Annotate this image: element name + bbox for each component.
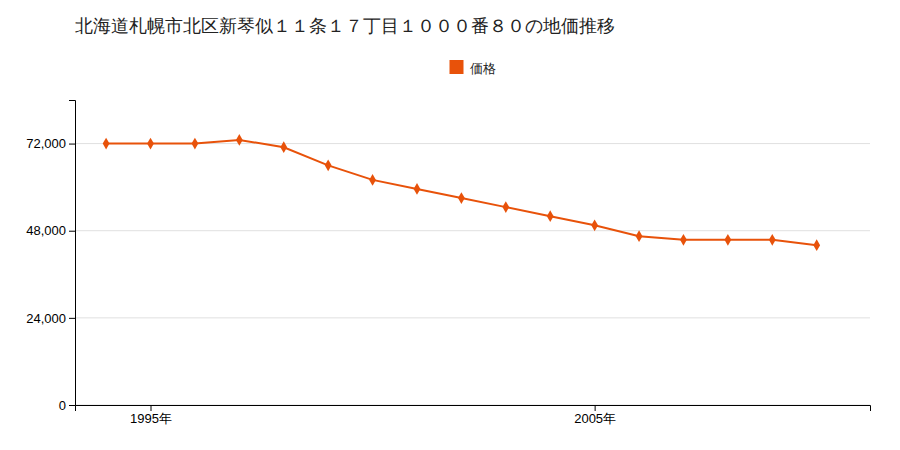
y-tick-mark — [69, 231, 75, 232]
plot-area: 1995年 2005年 0 24,000 48,000 72,000 — [26, 101, 870, 427]
marker — [458, 192, 465, 204]
chart: 1995年 2005年 0 24,000 48,000 72,000 北海道札幌市北区新琴似… — [0, 0, 900, 450]
legend-label: 価格 — [470, 61, 496, 76]
grid-line — [75, 317, 870, 318]
x-tick-label: 1995年 — [130, 411, 172, 426]
marker — [414, 183, 421, 195]
marker — [103, 138, 110, 150]
marker — [369, 174, 376, 186]
marker — [502, 201, 509, 213]
title: 北海道札幌市北区新琴似１１条１７丁目１０００番８０の地価推移 — [75, 15, 615, 36]
marks — [103, 134, 820, 251]
y-tick-label: 24,000 — [26, 311, 66, 326]
marker — [813, 239, 820, 251]
line — [106, 140, 817, 245]
y-tick-label: 0 — [59, 398, 66, 413]
x-tick: 1995年 — [130, 405, 172, 426]
marker — [280, 141, 287, 153]
y-tick: 0 — [59, 398, 75, 413]
legend-item: 価格 — [450, 60, 496, 76]
y-tick: 72,000 — [26, 136, 75, 151]
marker — [147, 138, 154, 150]
y-tick-label: 72,000 — [26, 136, 66, 151]
y-axis: 0 24,000 48,000 72,000 — [26, 101, 75, 413]
legend: 価格 — [450, 60, 496, 76]
marker — [724, 234, 731, 246]
y-tick: 48,000 — [26, 223, 75, 238]
marker — [192, 138, 199, 150]
marker — [769, 234, 776, 246]
marker — [680, 234, 687, 246]
x-tick-mark — [151, 405, 152, 411]
x-tick-label: 2005年 — [574, 411, 616, 426]
y-tick-mark — [69, 318, 75, 319]
x-axis-line — [76, 406, 871, 412]
marker — [325, 159, 332, 171]
markers — [103, 134, 820, 251]
marker — [591, 219, 598, 231]
x-tick: 2005年 — [574, 405, 616, 426]
grid — [75, 144, 870, 405]
x-tick-mark — [595, 405, 596, 411]
y-tick-mark — [69, 405, 75, 406]
grid-line — [75, 230, 870, 231]
marker — [236, 134, 243, 146]
legend-swatch — [450, 60, 464, 74]
y-axis-line — [69, 101, 76, 406]
marker — [547, 210, 554, 222]
y-tick-label: 48,000 — [26, 223, 66, 238]
y-tick-mark — [69, 144, 75, 145]
y-tick: 24,000 — [26, 311, 75, 326]
x-axis: 1995年 2005年 — [76, 405, 871, 426]
marker — [636, 230, 643, 242]
